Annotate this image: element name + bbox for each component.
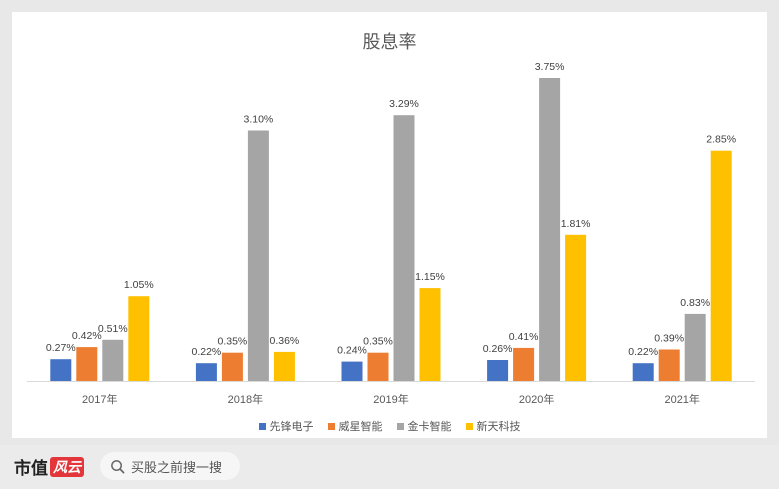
footer-bar: 市值 风云 买股之前搜一搜 xyxy=(0,445,779,489)
data-label: 0.27% xyxy=(46,342,76,354)
data-label: 0.36% xyxy=(270,335,300,347)
legend-item: 先锋电子 xyxy=(258,418,314,434)
legend-label: 威星智能 xyxy=(338,421,383,433)
data-label: 0.41% xyxy=(509,331,539,343)
legend-item: 金卡智能 xyxy=(396,418,452,434)
bar xyxy=(487,360,509,381)
bar xyxy=(273,351,295,381)
legend-swatch xyxy=(258,422,266,430)
x-tick-label: 2018年 xyxy=(228,392,263,406)
bar xyxy=(419,288,441,381)
search-box[interactable]: 买股之前搜一搜 xyxy=(100,452,240,480)
bar xyxy=(221,352,243,381)
x-tick-label: 2020年 xyxy=(519,392,554,406)
legend: 先锋电子 威星智能 金卡智能 新天科技 xyxy=(12,418,767,434)
legend-swatch xyxy=(396,422,404,430)
search-icon xyxy=(111,459,125,473)
bar xyxy=(102,339,124,381)
bar xyxy=(658,349,680,381)
bar xyxy=(393,115,415,381)
data-label: 0.22% xyxy=(192,346,222,358)
legend-label: 金卡智能 xyxy=(407,421,452,433)
bar xyxy=(367,352,389,381)
legend-item: 威星智能 xyxy=(327,418,383,434)
bar xyxy=(247,130,269,381)
legend-label: 先锋电子 xyxy=(269,421,314,433)
data-label: 0.39% xyxy=(654,333,684,345)
brand-logo[interactable]: 市值 风云 xyxy=(14,454,84,479)
data-label: 0.24% xyxy=(337,345,367,357)
bar xyxy=(128,296,150,381)
bar xyxy=(539,78,561,381)
bar-chart: 0.27%0.42%0.51%1.05%2017年0.22%0.35%3.10%… xyxy=(27,61,755,406)
data-label: 0.35% xyxy=(218,336,248,348)
data-label: 1.05% xyxy=(124,279,154,291)
bar xyxy=(710,150,732,381)
data-label: 3.29% xyxy=(389,98,419,110)
search-placeholder: 买股之前搜一搜 xyxy=(131,459,223,475)
data-label: 1.81% xyxy=(561,218,591,230)
data-label: 0.42% xyxy=(72,330,102,342)
data-label: 0.22% xyxy=(628,346,658,358)
bar xyxy=(632,363,654,381)
legend-swatch xyxy=(465,422,473,430)
x-tick-label: 2017年 xyxy=(82,392,117,406)
data-label: 1.15% xyxy=(415,271,445,283)
legend-label: 新天科技 xyxy=(476,421,521,433)
data-label: 0.35% xyxy=(363,336,393,348)
bar xyxy=(513,347,535,381)
data-label: 0.26% xyxy=(483,343,513,355)
brand-text: 市值 xyxy=(14,459,48,478)
chart-panel: 股息率 0.27% 0.42% 0.51% 1.05% 2017年 0.22% 0.35% 3… xyxy=(12,12,767,438)
chart-title: 股息率 xyxy=(362,32,417,52)
legend-item: 新天科技 xyxy=(465,418,521,434)
data-label: 0.51% xyxy=(98,323,128,335)
legend-swatch xyxy=(327,422,335,430)
bar xyxy=(341,361,363,381)
brand-badge: 风云 xyxy=(50,456,84,477)
x-tick-label: 2021年 xyxy=(664,392,699,406)
data-label: 3.10% xyxy=(244,114,274,126)
x-tick-label: 2019年 xyxy=(373,392,408,406)
data-label: 0.83% xyxy=(680,297,710,309)
data-label: 2.85% xyxy=(706,134,736,146)
bar xyxy=(565,234,587,381)
bar xyxy=(684,313,706,381)
bar xyxy=(76,347,98,381)
bar xyxy=(50,359,72,381)
bar xyxy=(195,363,217,381)
data-label: 3.75% xyxy=(535,61,565,73)
